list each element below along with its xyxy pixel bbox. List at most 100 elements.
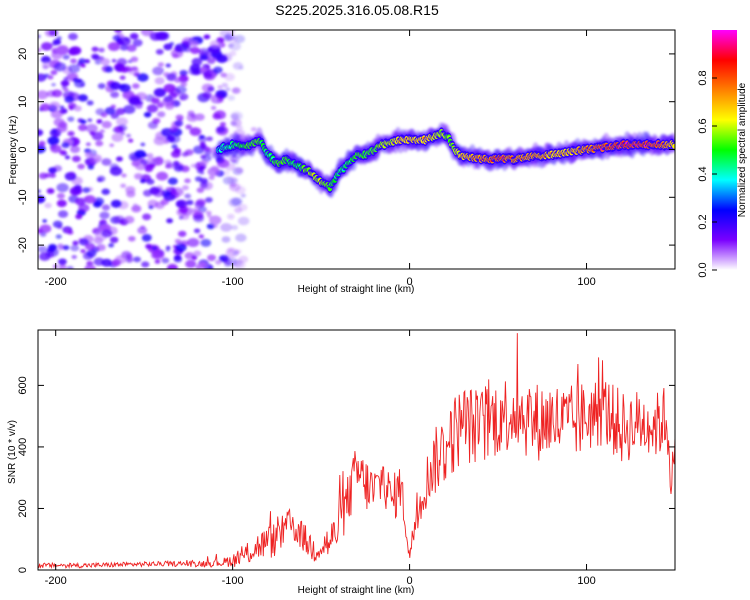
noise-speckle [108, 243, 115, 248]
noise-speckle [120, 44, 129, 51]
noise-speckle [53, 62, 67, 72]
colorbar-ticks: 0.0 0.2 0.4 0.6 0.8 [697, 70, 717, 278]
y-tick-label: 0 [17, 146, 29, 152]
noise-speckle [225, 87, 231, 92]
noise-speckle [75, 197, 86, 206]
noise-speckle [223, 258, 233, 266]
noise-speckle [173, 164, 184, 172]
noise-speckle [109, 236, 119, 244]
noise-speckle [173, 160, 180, 166]
noise-speckle [100, 58, 111, 66]
noise-speckle [145, 243, 153, 249]
noise-speckle [126, 44, 137, 52]
noise-speckle [200, 178, 208, 184]
noise-speckle [107, 41, 121, 52]
noise-speckle [227, 30, 236, 35]
noise-speckle [142, 213, 152, 221]
noise-speckle [166, 218, 173, 224]
noise-speckle [205, 197, 213, 203]
noise-speckle [101, 120, 112, 129]
noise-speckle [87, 164, 95, 170]
noise-speckle [181, 151, 189, 157]
noise-speckle [210, 105, 217, 110]
y-tick-label: -10 [17, 189, 29, 205]
spectrogram-heatmap [38, 30, 675, 269]
noise-speckle [179, 69, 188, 77]
colorbar: 0.0 0.2 0.4 0.6 0.8 Normalized spectral ampl… [697, 30, 748, 278]
noise-speckle [56, 193, 65, 199]
noise-speckle [109, 81, 121, 91]
noise-speckle [203, 71, 213, 79]
noise-speckle [78, 58, 86, 65]
x-tick-label: -200 [45, 276, 67, 288]
noise-speckle [109, 143, 115, 148]
colorbar-tick-label: 0.2 [697, 214, 709, 229]
noise-speckle [71, 155, 81, 163]
noise-speckle [231, 87, 241, 94]
noise-speckle [169, 126, 178, 133]
noise-speckle [67, 116, 75, 122]
noise-speckle [114, 255, 127, 264]
spectrogram-y-ticks: -20 -10 0 10 20 [17, 48, 675, 253]
noise-speckle [97, 83, 106, 90]
noise-speckle [84, 195, 96, 204]
noise-speckle [163, 43, 173, 51]
noise-speckle [42, 219, 48, 223]
noise-speckle [46, 90, 57, 98]
noise-speckle [193, 228, 201, 234]
noise-speckle [221, 82, 229, 88]
noise-speckle [185, 124, 193, 130]
noise-speckle [128, 138, 134, 143]
noise-speckle [125, 186, 136, 194]
noise-speckle [38, 34, 41, 39]
noise-speckle [46, 188, 55, 194]
noise-speckle [199, 181, 209, 189]
noise-speckle [84, 242, 96, 251]
noise-speckle [187, 110, 195, 116]
noise-speckle [80, 63, 86, 68]
x-tick-label: 0 [407, 575, 413, 587]
noise-speckle [85, 142, 91, 147]
noise-speckle [84, 59, 91, 64]
noise-speckle [95, 108, 105, 116]
noise-speckle [128, 96, 141, 106]
noise-speckle [68, 106, 75, 111]
noise-speckle [144, 164, 154, 172]
noise-speckle [80, 249, 86, 254]
colorbar-tick-label: 0.8 [697, 70, 709, 85]
noise-speckle [95, 140, 104, 147]
noise-speckle [85, 123, 98, 133]
noise-speckle [152, 250, 165, 260]
noise-speckle [198, 234, 205, 239]
noise-speckle [173, 256, 183, 263]
noise-speckle [199, 171, 205, 175]
noise-speckle [84, 264, 96, 269]
ridge-cell [672, 144, 675, 148]
noise-speckle [198, 206, 207, 213]
noise-speckle [187, 237, 200, 248]
snr-x-label: Height of straight line (km) [298, 585, 415, 596]
colorbar-tick-label: 0.4 [697, 166, 709, 181]
noise-speckle [199, 134, 205, 140]
noise-speckle [157, 102, 164, 108]
noise-speckle [175, 114, 184, 121]
noise-speckle [43, 73, 50, 78]
noise-speckle [217, 85, 223, 90]
noise-speckle [181, 213, 190, 220]
noise-speckle [38, 144, 46, 154]
noise-speckle [50, 144, 62, 153]
noise-speckle [40, 42, 53, 51]
noise-speckle [213, 66, 223, 74]
noise-speckle [137, 226, 148, 235]
noise-speckle [165, 164, 171, 169]
noise-speckle [52, 220, 63, 228]
noise-speckle [153, 136, 166, 146]
noise-speckle [163, 139, 170, 144]
noise-speckle [180, 81, 188, 87]
noise-speckle [70, 145, 81, 154]
snr-panel: -200 -100 0 100 0 200 400 600 Height of straig… [7, 329, 676, 596]
noise-speckle [200, 154, 207, 159]
noise-speckle [185, 259, 197, 269]
noise-speckle [49, 101, 61, 110]
noise-speckle [58, 258, 67, 265]
